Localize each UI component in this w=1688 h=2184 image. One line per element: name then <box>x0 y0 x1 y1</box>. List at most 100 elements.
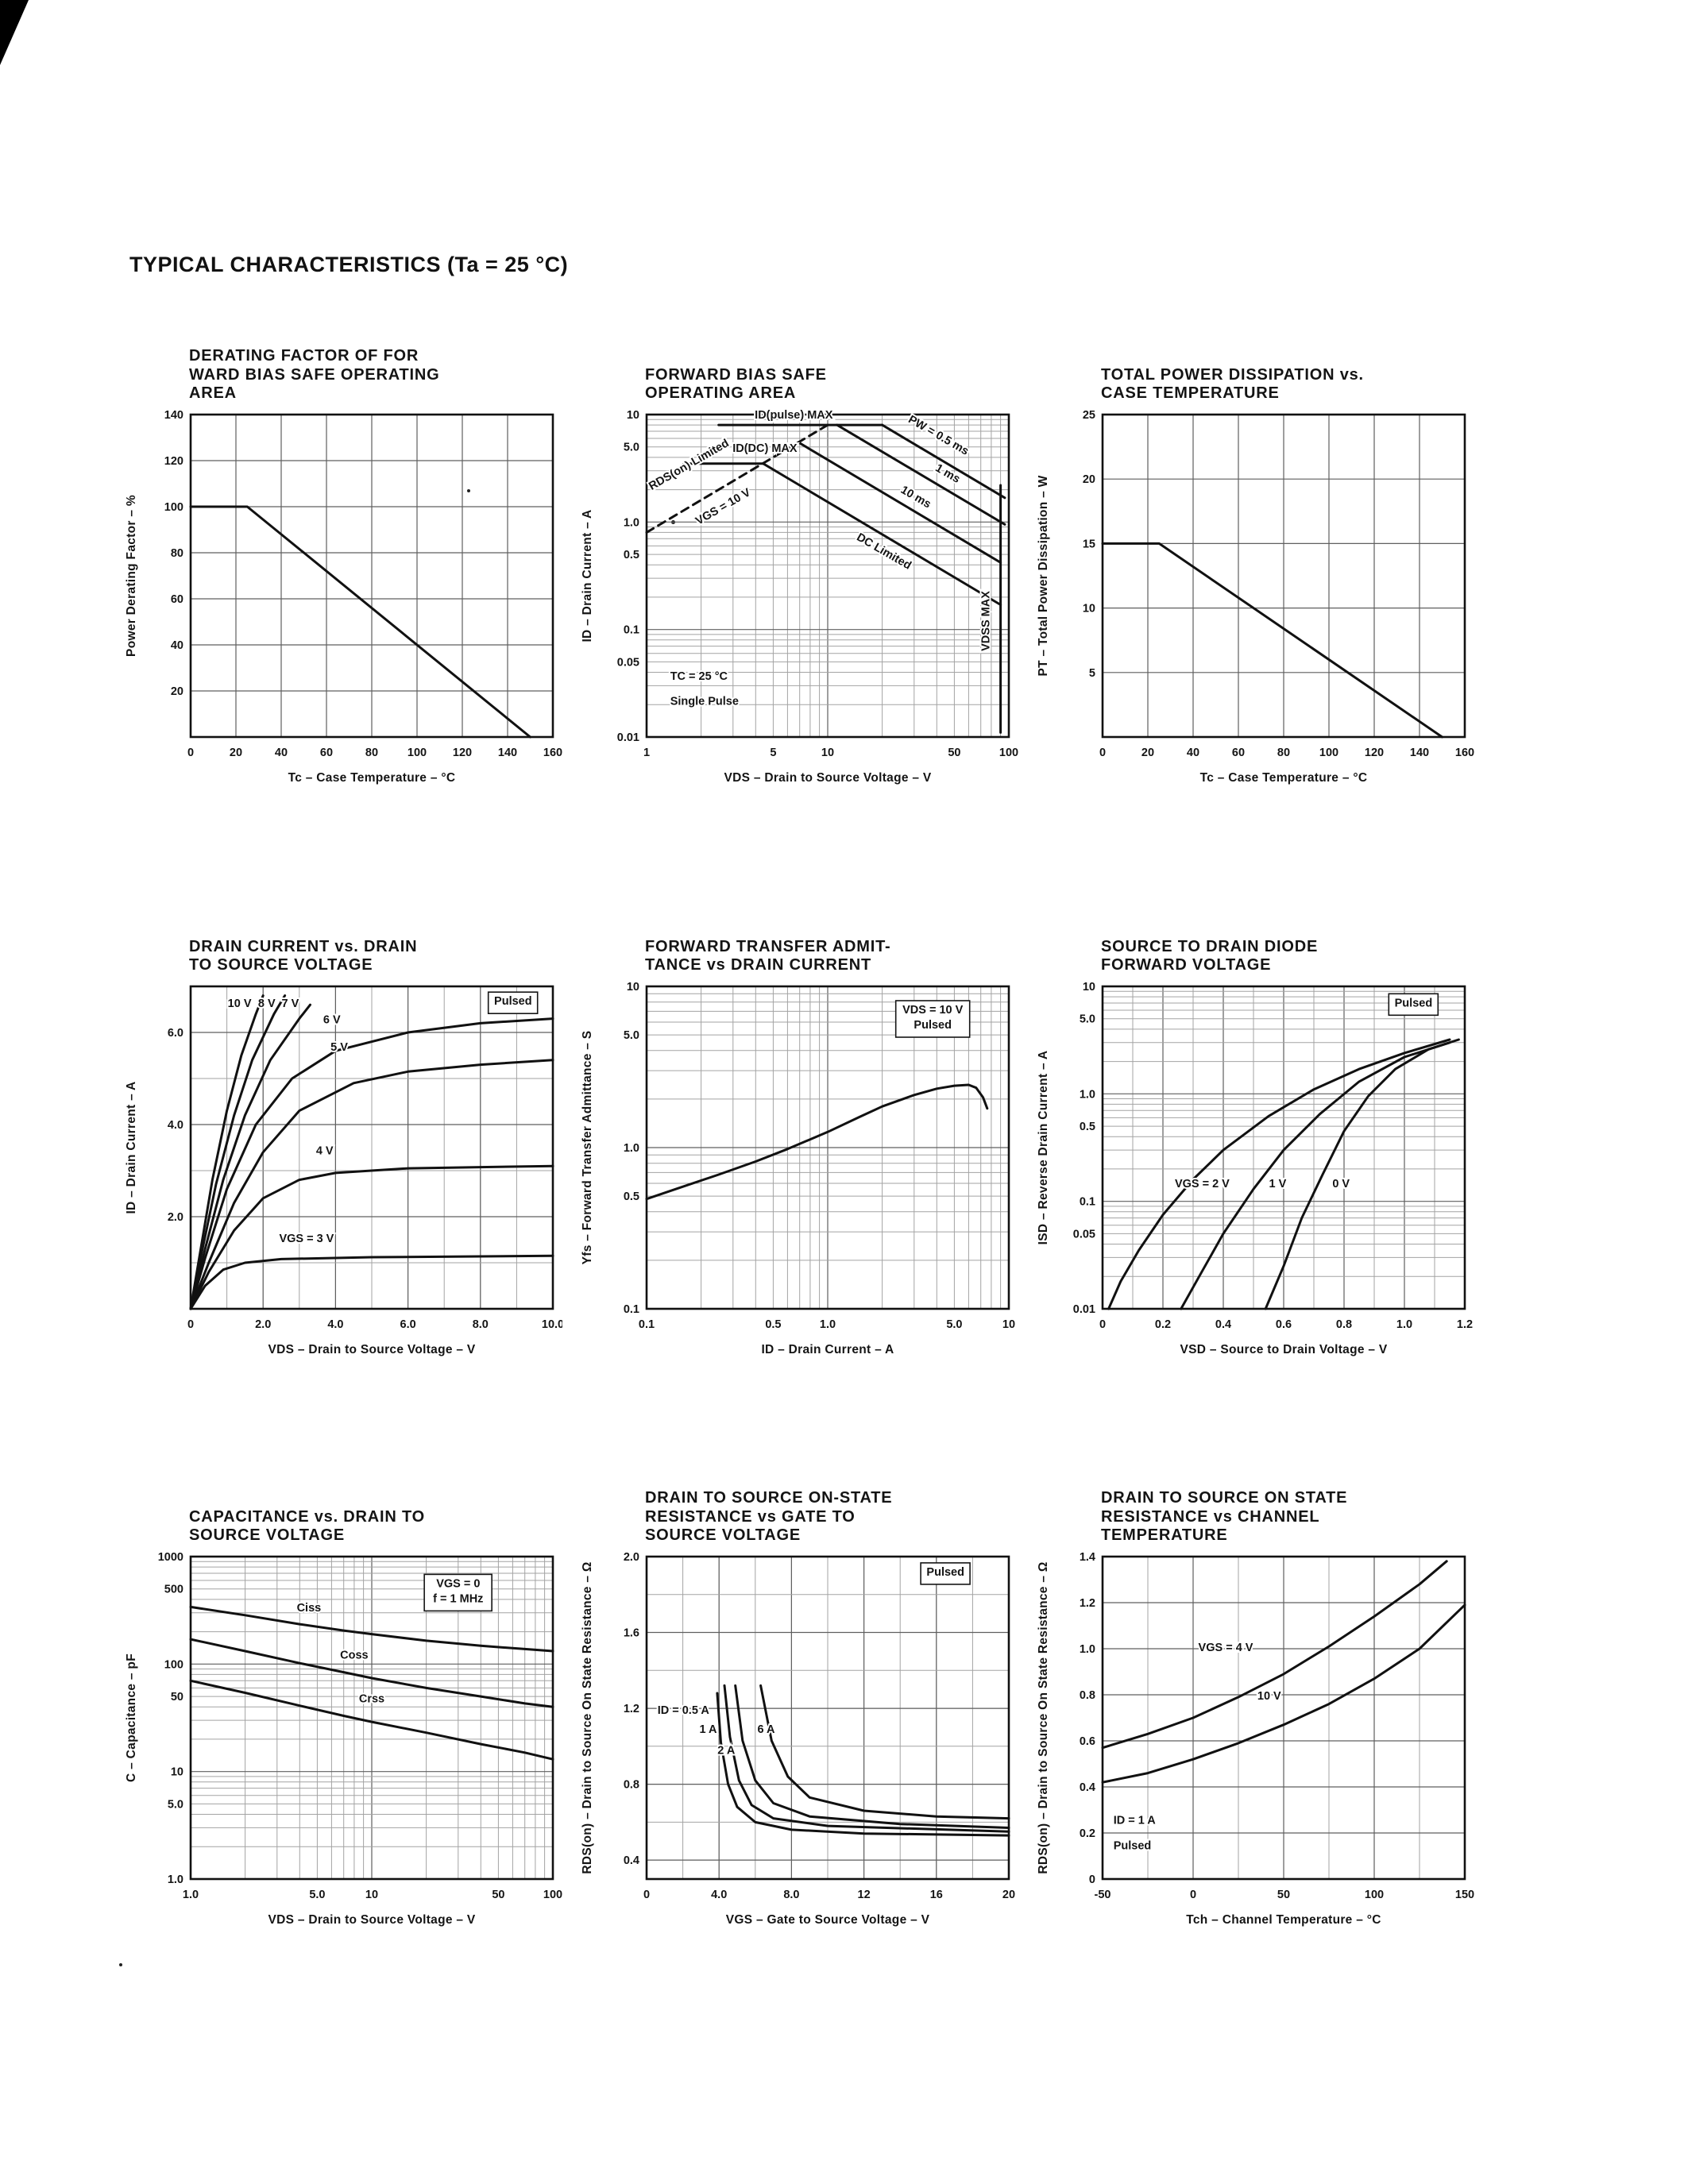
chart-title-line: WARD BIAS SAFE OPERATING <box>189 365 440 384</box>
x-tick-label: 0 <box>1190 1889 1196 1901</box>
x-tick-label: 100 <box>543 1889 562 1901</box>
plot-frame <box>1101 1555 1466 1881</box>
annotation-text: VGS = 4 V <box>1199 1642 1253 1654</box>
y-tick-label: 0.4 <box>1080 1781 1095 1794</box>
x-tick-label: 50 <box>948 747 960 759</box>
annotation-text: Pulsed <box>914 1019 952 1032</box>
annotation: Pulsed <box>920 1562 971 1585</box>
annotation: 10 ms <box>897 482 935 512</box>
annotation: Coss <box>338 1648 369 1664</box>
y-tick-label: 40 <box>171 639 183 652</box>
grid <box>646 414 1010 738</box>
grid <box>1102 1556 1466 1880</box>
plot-frame <box>189 985 554 1310</box>
series-id-6a <box>759 1684 1010 1820</box>
x-tick-label: 1.0 <box>183 1889 199 1901</box>
chart-title-line: SOURCE TO DRAIN DIODE <box>1101 937 1319 955</box>
y-tick-label: 15 <box>1083 538 1095 550</box>
y-tick-label: 20 <box>171 685 183 698</box>
plot-frame <box>1101 985 1466 1310</box>
x-tick-label: 0.1 <box>639 1318 655 1331</box>
x-tick-label: 10 <box>1002 1318 1015 1331</box>
annotation: Crss <box>357 1692 386 1707</box>
x-axis-label: Tc – Case Temperature – °C <box>288 771 456 785</box>
x-axis-label: Tc – Case Temperature – °C <box>1200 771 1368 785</box>
series-vgs-4v <box>189 1164 554 1310</box>
grid <box>190 1556 554 1880</box>
annotation-box <box>423 1573 492 1612</box>
y-tick-label: 2.0 <box>168 1211 183 1224</box>
annotation-text: 2 A <box>717 1744 736 1757</box>
scan-artifact-dot <box>119 1963 122 1966</box>
annotation: Single Pulse <box>669 693 740 709</box>
annotation-text: 6 A <box>757 1723 775 1736</box>
y-tick-label: 0.8 <box>624 1779 639 1792</box>
chart-title-line: TOTAL POWER DISSIPATION vs. <box>1101 365 1364 384</box>
annotation-text: ID(pulse) MAX <box>755 409 833 422</box>
annotation: 7 V <box>280 996 301 1012</box>
annotation: RDS(on) Limited <box>645 435 732 495</box>
x-tick-label: 60 <box>1232 747 1245 759</box>
annotation-text: 4 V <box>316 1145 334 1158</box>
x-tick-label: 140 <box>1410 747 1429 759</box>
series-vgs-0v <box>1264 1038 1460 1310</box>
x-tick-label: 120 <box>453 747 472 759</box>
y-tick-label: 0.5 <box>624 549 639 561</box>
annotation: 8 V <box>257 996 277 1012</box>
annotation: 6 V <box>322 1012 342 1028</box>
y-tick-label: 4.0 <box>168 1119 183 1132</box>
x-tick-label: 80 <box>1277 747 1290 759</box>
annotation: 1 ms <box>932 460 964 487</box>
chart-title: DRAIN TO SOURCE ON STATE RESISTANCE vs CH… <box>1101 1484 1474 1545</box>
series-coss <box>189 1638 554 1708</box>
x-tick-label: 50 <box>492 1889 504 1901</box>
y-tick-label: 0 <box>1089 1873 1095 1886</box>
annotation-box <box>894 1000 971 1038</box>
chart-forward-bias-soa: FORWARD BIAS SAFE OPERATING AREA 1 5 10 50 100… <box>574 341 1018 820</box>
y-tick-label: 500 <box>164 1584 183 1596</box>
annotation: 1 A <box>697 1722 719 1738</box>
chart-title-line: TEMPERATURE <box>1101 1526 1228 1545</box>
x-tick-label: 0.2 <box>1155 1318 1171 1331</box>
y-tick-label: 5.0 <box>624 442 639 454</box>
x-axis-label: VDS – Drain to Source Voltage – V <box>268 1343 475 1356</box>
annotation-text: RDS(on) Limited <box>647 437 731 493</box>
x-tick-label: 16 <box>930 1889 943 1901</box>
annotation-text: Single Pulse <box>670 695 739 708</box>
series-vgs-3v <box>189 1254 554 1310</box>
series-id-2a <box>734 1684 1010 1829</box>
y-tick-label: 6.0 <box>168 1027 183 1040</box>
y-tick-label: 0.01 <box>617 731 639 744</box>
y-tick-label: 1.0 <box>624 516 639 529</box>
annotation: 10 V <box>1256 1688 1283 1704</box>
x-tick-label: 2.0 <box>255 1318 271 1331</box>
chart-title: DRAIN TO SOURCE ON-STATE RESISTANCE vs GA… <box>645 1484 1018 1545</box>
annotation-text: f = 1 MHz <box>433 1592 483 1605</box>
annotation: Ciss <box>295 1600 323 1616</box>
y-axis-label: RDS(on) – Drain to Source On State Resis… <box>1037 1561 1050 1873</box>
annotation: 1 V <box>1268 1176 1288 1192</box>
chart-title-line: FORWARD BIAS SAFE <box>645 365 827 384</box>
x-tick-label: 0 <box>643 1889 650 1901</box>
series-vgs-5v <box>189 1059 554 1310</box>
y-tick-label: 100 <box>164 501 183 514</box>
annotation-text: VGS = 0 <box>436 1577 480 1590</box>
x-axis-label: ID – Drain Current – A <box>761 1343 894 1356</box>
chart-canvas: 0 4.0 8.0 12 16 20 0.4 0.8 1.2 1.6 2.0 ID = 0.5 A 1 … <box>581 1551 1015 1927</box>
x-tick-label: 1.0 <box>1396 1318 1412 1331</box>
x-tick-label: 12 <box>858 1889 871 1901</box>
plot-frame <box>645 985 1010 1310</box>
annotation: VDSS MAX <box>978 589 994 653</box>
x-tick-label: 0.6 <box>1276 1318 1292 1331</box>
x-tick-label: 100 <box>1365 1889 1384 1901</box>
x-tick-label: 40 <box>1187 747 1199 759</box>
y-tick-label: 0.05 <box>617 656 639 669</box>
annotation-text: 5 V <box>330 1041 348 1054</box>
x-tick-label: 60 <box>320 747 333 759</box>
plot-frame <box>645 1555 1010 1881</box>
chart-derating-factor: DERATING FACTOR OF FOR WARD BIAS SAFE OPE… <box>118 341 562 820</box>
chart-title-line: RESISTANCE vs GATE TO <box>645 1507 856 1526</box>
y-tick-label: 10 <box>1083 981 1095 994</box>
x-tick-label: 0 <box>187 1318 194 1331</box>
